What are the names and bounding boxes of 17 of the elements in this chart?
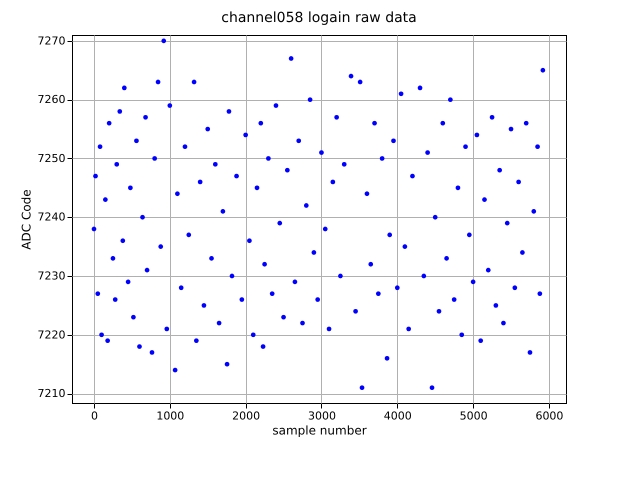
x-tick-label: 4000 [384, 410, 412, 422]
y-tick-label: 7260 [38, 93, 66, 106]
x-axis-title: sample number [272, 424, 367, 438]
y-axis-title: ADC Code [20, 189, 34, 250]
y-tick-label: 7250 [38, 152, 66, 165]
y-tick-label: 7220 [38, 328, 66, 342]
x-tick-label: 3000 [308, 410, 336, 422]
x-tick-label: 1000 [156, 410, 184, 422]
x-tick-label: 0 [90, 410, 98, 422]
x-tick-label: 5000 [460, 410, 488, 422]
y-tick-label: 7240 [38, 210, 66, 224]
x-tick-label: 6000 [535, 410, 564, 422]
y-tick-label: 7270 [38, 34, 66, 48]
x-tick-label: 2000 [232, 410, 260, 422]
y-tick-label: 7230 [38, 270, 66, 283]
y-tick-label: 7210 [38, 387, 66, 400]
chart-title: channel058 logain raw data [221, 10, 417, 26]
